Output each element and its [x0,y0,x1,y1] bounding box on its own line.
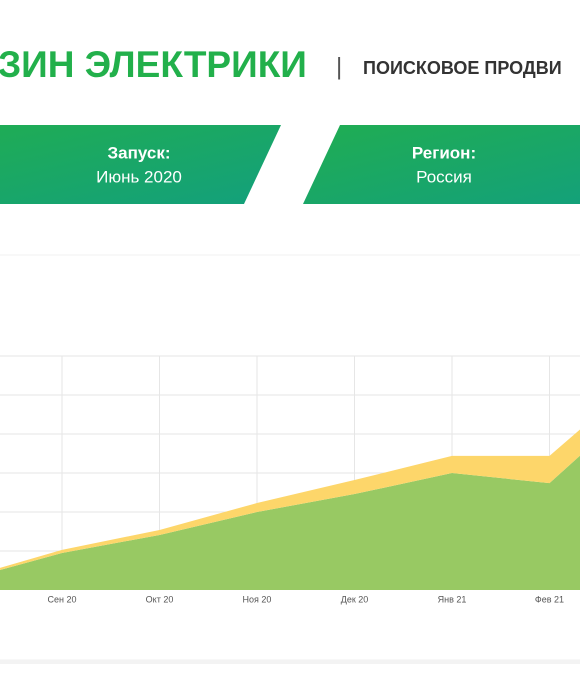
area [0,429,580,571]
x-tick-label: Окт 20 [146,594,174,604]
card-value: Июнь 2020 [96,167,182,186]
card-shadow [0,660,580,664]
x-tick-label: Дек 20 [341,594,369,604]
separator: | [336,53,342,80]
card-value: Россия [416,167,472,186]
card [0,125,281,204]
plot [0,355,580,590]
x-tick-label: Ноя 20 [243,594,272,604]
area [0,455,580,590]
subtitle: ПОИСКОВОЕ ПРОДВИ [363,58,562,78]
card-label: Регион: [412,143,476,162]
page-title: ЗИН ЭЛЕКТРИКИ [0,44,307,85]
card [303,125,580,204]
x-tick-label: Янв 21 [438,594,467,604]
x-tick-label: Сен 20 [48,594,77,604]
card-label: Запуск: [107,143,170,162]
x-tick-label: Фев 21 [535,594,564,604]
